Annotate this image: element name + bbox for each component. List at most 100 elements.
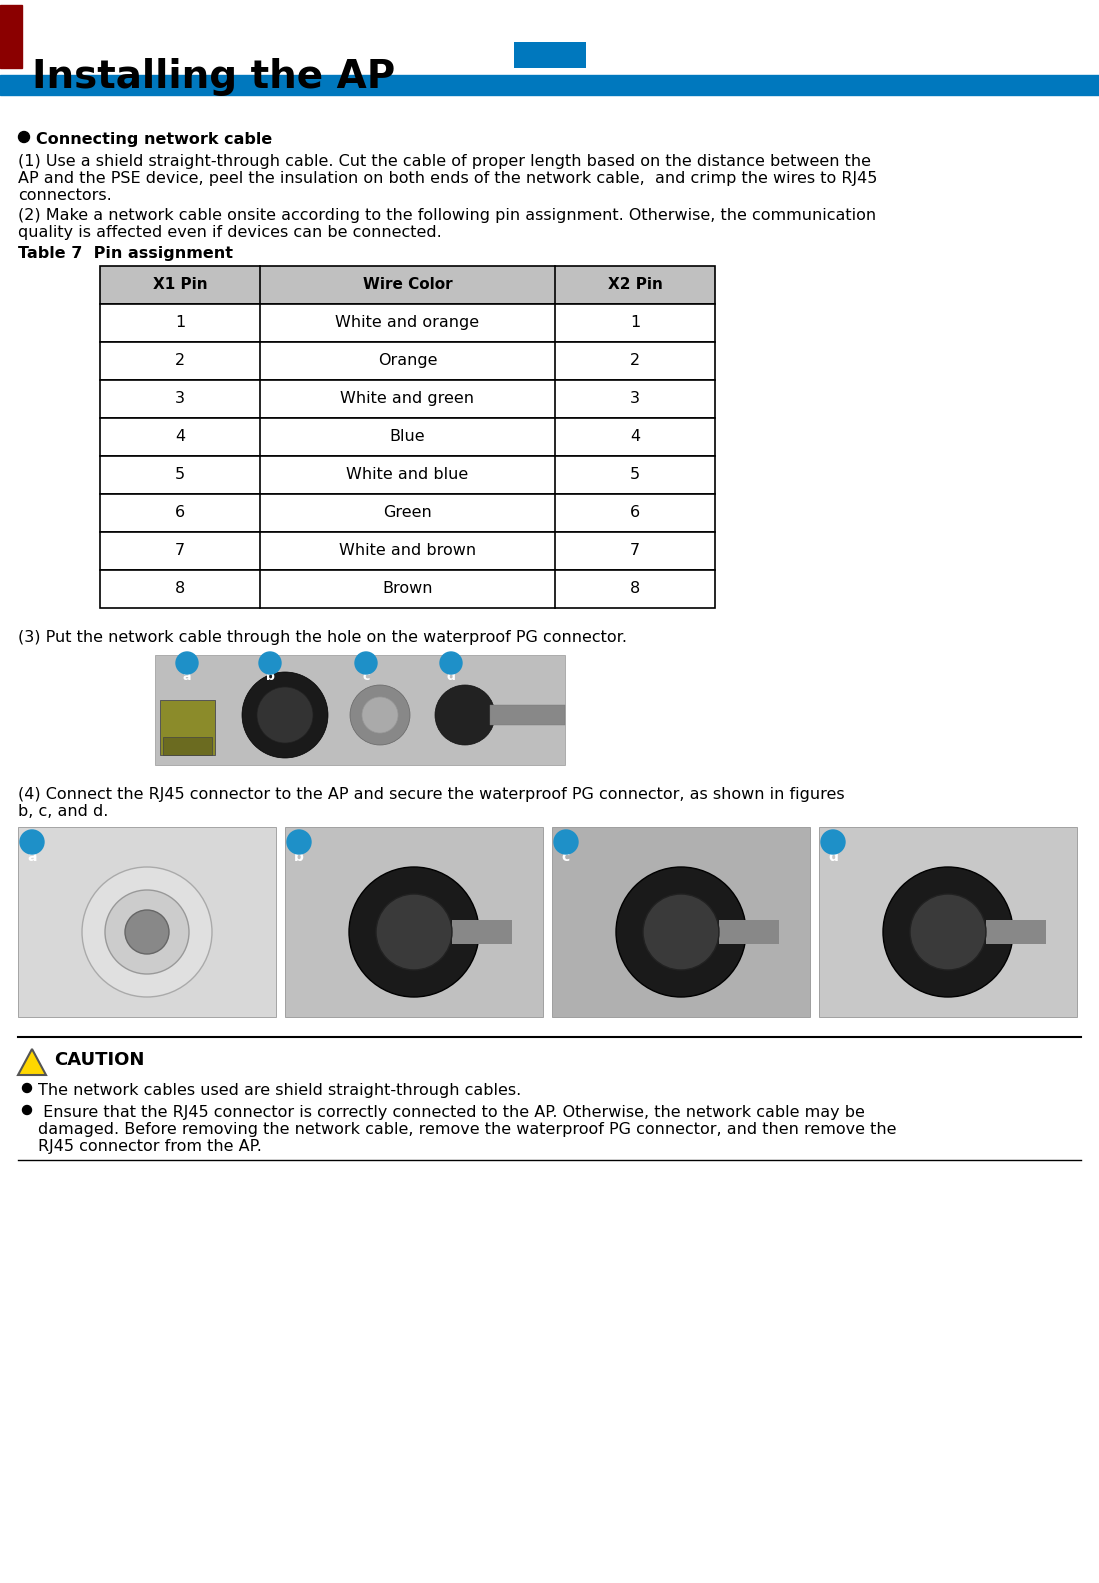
Text: c: c <box>562 850 570 864</box>
Circle shape <box>19 131 30 142</box>
Bar <box>100 570 715 608</box>
Text: White and blue: White and blue <box>346 467 468 481</box>
Text: !: ! <box>29 1054 36 1072</box>
Circle shape <box>22 1083 32 1092</box>
Text: c: c <box>363 670 369 682</box>
Circle shape <box>435 685 495 746</box>
Text: 1: 1 <box>630 315 640 329</box>
Circle shape <box>355 652 377 674</box>
Circle shape <box>257 687 313 742</box>
Text: 7: 7 <box>630 543 640 557</box>
Text: Green: Green <box>384 505 432 519</box>
Text: Blue: Blue <box>390 429 425 443</box>
Circle shape <box>362 697 398 733</box>
Bar <box>18 826 276 1016</box>
Text: 8: 8 <box>630 581 640 595</box>
Bar <box>986 920 1046 943</box>
Circle shape <box>259 652 281 674</box>
Text: 6: 6 <box>175 505 185 519</box>
Text: (1) Use a shield straight-through cable. Cut the cable of proper length based on: (1) Use a shield straight-through cable.… <box>18 154 872 169</box>
Text: (2) Make a network cable onsite according to the following pin assignment. Other: (2) Make a network cable onsite accordin… <box>18 207 876 223</box>
Text: AP and the PSE device, peel the insulation on both ends of the network cable,  a: AP and the PSE device, peel the insulati… <box>18 171 877 185</box>
Circle shape <box>106 890 189 974</box>
Text: Wire Color: Wire Color <box>363 277 453 291</box>
Text: 2: 2 <box>175 353 185 367</box>
Bar <box>100 494 715 532</box>
Text: 3: 3 <box>175 391 185 405</box>
Bar <box>452 920 512 943</box>
Text: White and green: White and green <box>341 391 475 405</box>
Bar <box>0 74 1099 95</box>
Text: Brown: Brown <box>382 581 433 595</box>
Text: 8: 8 <box>175 581 185 595</box>
Circle shape <box>910 894 986 970</box>
Text: d: d <box>828 850 837 864</box>
Circle shape <box>125 910 169 955</box>
Text: White and brown: White and brown <box>338 543 476 557</box>
Bar <box>490 704 565 725</box>
Text: Orange: Orange <box>378 353 437 367</box>
Circle shape <box>617 867 746 997</box>
Bar <box>100 342 715 380</box>
Bar <box>552 826 810 1016</box>
Bar <box>513 43 586 68</box>
Circle shape <box>287 829 311 853</box>
Text: 2: 2 <box>630 353 640 367</box>
Text: The network cables used are shield straight-through cables.: The network cables used are shield strai… <box>38 1083 521 1099</box>
Circle shape <box>554 829 578 853</box>
Bar <box>163 738 212 755</box>
Circle shape <box>22 1105 32 1114</box>
Bar <box>160 700 215 755</box>
Text: White and orange: White and orange <box>335 315 479 329</box>
Text: b: b <box>295 850 304 864</box>
Circle shape <box>376 894 452 970</box>
Text: 4: 4 <box>630 429 640 443</box>
Text: a: a <box>27 850 36 864</box>
Text: X2 Pin: X2 Pin <box>608 277 663 291</box>
Circle shape <box>20 829 44 853</box>
Bar <box>155 655 565 765</box>
Text: RJ45 connector from the AP.: RJ45 connector from the AP. <box>38 1140 262 1154</box>
Text: Ensure that the RJ45 connector is correctly connected to the AP. Otherwise, the : Ensure that the RJ45 connector is correc… <box>38 1105 865 1121</box>
Text: damaged. Before removing the network cable, remove the waterproof PG connector, : damaged. Before removing the network cab… <box>38 1122 897 1137</box>
Text: CAUTION: CAUTION <box>54 1051 144 1069</box>
Text: 3: 3 <box>630 391 640 405</box>
Text: 1: 1 <box>175 315 185 329</box>
Text: 4: 4 <box>175 429 185 443</box>
Text: X1 Pin: X1 Pin <box>153 277 208 291</box>
Text: 18: 18 <box>539 44 560 62</box>
Text: 5: 5 <box>630 467 640 481</box>
Text: quality is affected even if devices can be connected.: quality is affected even if devices can … <box>18 225 442 241</box>
Circle shape <box>176 652 198 674</box>
Text: (4) Connect the RJ45 connector to the AP and secure the waterproof PG connector,: (4) Connect the RJ45 connector to the AP… <box>18 787 845 803</box>
Text: 6: 6 <box>630 505 640 519</box>
Bar <box>100 266 715 304</box>
Text: b: b <box>266 670 275 682</box>
Circle shape <box>349 685 410 746</box>
Polygon shape <box>18 1050 46 1075</box>
Text: (3) Put the network cable through the hole on the waterproof PG connector.: (3) Put the network cable through the ho… <box>18 630 628 644</box>
Circle shape <box>882 867 1013 997</box>
Bar <box>100 532 715 570</box>
Text: 7: 7 <box>175 543 185 557</box>
Bar <box>819 826 1077 1016</box>
Bar <box>100 418 715 456</box>
Text: Table 7  Pin assignment: Table 7 Pin assignment <box>18 245 233 261</box>
Circle shape <box>82 867 212 997</box>
Text: Installing the AP: Installing the AP <box>32 59 396 97</box>
Circle shape <box>242 673 328 758</box>
Text: b, c, and d.: b, c, and d. <box>18 804 109 818</box>
Bar <box>100 456 715 494</box>
Bar <box>285 826 543 1016</box>
Circle shape <box>440 652 462 674</box>
Bar <box>719 920 779 943</box>
Text: Connecting network cable: Connecting network cable <box>36 131 273 147</box>
Bar <box>0 5 22 68</box>
Text: 5: 5 <box>175 467 185 481</box>
Circle shape <box>643 894 719 970</box>
Bar <box>100 304 715 342</box>
Text: a: a <box>182 670 191 682</box>
Circle shape <box>349 867 479 997</box>
Bar <box>100 380 715 418</box>
Text: connectors.: connectors. <box>18 188 112 203</box>
